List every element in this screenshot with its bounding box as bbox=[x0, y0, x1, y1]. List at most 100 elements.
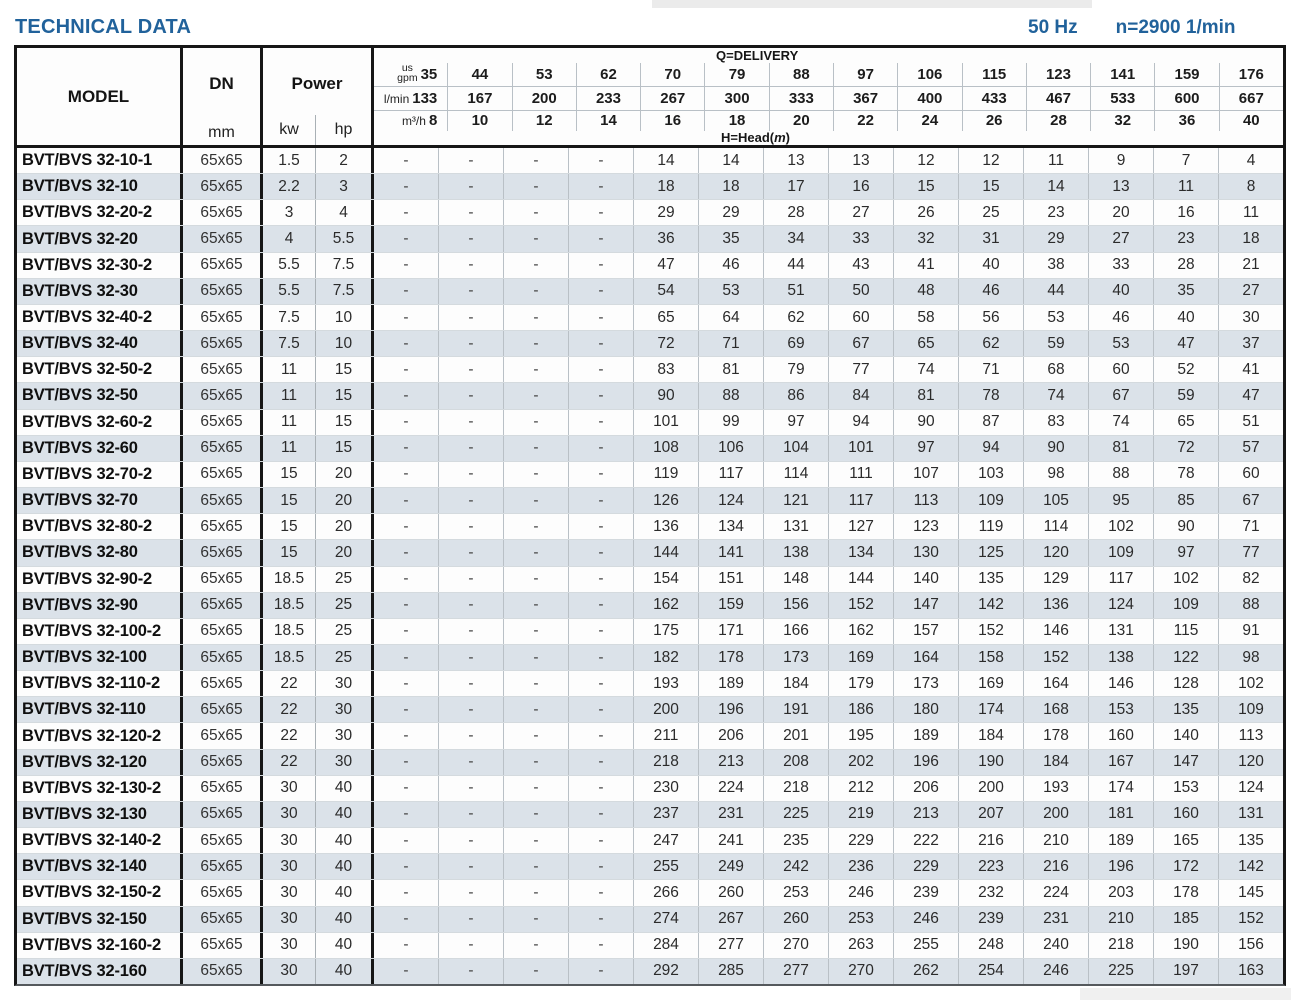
head-value-cell: 151 bbox=[699, 566, 764, 592]
dn-cell: 65x65 bbox=[183, 932, 263, 958]
head-value-cell: 193 bbox=[1024, 775, 1089, 801]
delivery-value: 24 bbox=[921, 112, 939, 130]
head-value-cell: 98 bbox=[1242, 648, 1260, 666]
kw-cell: 7.5 bbox=[263, 331, 316, 357]
head-value-cell: - bbox=[504, 383, 569, 409]
head-value-cell: 174 bbox=[1089, 775, 1154, 801]
delivery-header-cell: 32 bbox=[1091, 111, 1156, 131]
head-value-cell: 138 bbox=[764, 540, 829, 566]
head-value-cell: 134 bbox=[829, 540, 894, 566]
head-value-cell: 109 bbox=[1089, 540, 1154, 566]
head-value-cell: 114 bbox=[1024, 514, 1089, 540]
model-cell: BVT/BVS 32-80 bbox=[17, 540, 183, 566]
head-value-cell: 32 bbox=[894, 226, 959, 252]
head-value-cell: 114 bbox=[764, 461, 829, 488]
head-value-cell: - bbox=[569, 435, 634, 461]
model-cell: BVT/BVS 32-120 bbox=[17, 749, 183, 775]
head-value-cell: 196 bbox=[699, 697, 764, 723]
kw-cell: 30 bbox=[263, 854, 316, 880]
head-value-cell: 117 bbox=[1089, 566, 1154, 592]
head-value-cell: - bbox=[569, 304, 634, 331]
head-value-cell: 219 bbox=[829, 801, 894, 828]
head-value-cell: 153 bbox=[1089, 697, 1154, 723]
head-value-cell: - bbox=[374, 174, 439, 200]
delivery-header-cell: 159 bbox=[1155, 63, 1220, 87]
delivery-value: 79 bbox=[728, 66, 746, 84]
head-value-cell: 154 bbox=[634, 566, 699, 592]
head-value-cell: 12 bbox=[959, 148, 1024, 174]
head-value-cell: 97 bbox=[764, 409, 829, 435]
model-cell: BVT/BVS 32-100-2 bbox=[17, 618, 183, 644]
table-row: BVT/BVS 32-60-2 65x65 11 15- - - -101 99 97 94 90 8… bbox=[17, 408, 1283, 435]
head-value-cell: 144 bbox=[634, 540, 699, 566]
head-value-cell: 135 bbox=[1154, 697, 1219, 723]
head-value-cell: 35 bbox=[699, 226, 764, 252]
head-value-cell: 263 bbox=[829, 932, 894, 958]
table-row: BVT/BVS 32-160-2 65x65 30 40- - - -284 277 270 26… bbox=[17, 931, 1283, 958]
header-delivery: Q=DELIVERY us gpm 35 44 53 62 70 79 88 97 106 115 12… bbox=[374, 48, 1283, 145]
hp-cell: 25 bbox=[316, 592, 374, 618]
head-value-cell: 68 bbox=[1024, 357, 1089, 383]
dn-cell: 65x65 bbox=[183, 906, 263, 932]
head-value-cell: 13 bbox=[829, 148, 894, 174]
table-row: BVT/BVS 32-150-2 65x65 30 40- - - -266 260 253 24… bbox=[17, 879, 1283, 906]
head-value-cell: 138 bbox=[1089, 644, 1154, 671]
head-value-cell: 81 bbox=[1089, 435, 1154, 461]
head-value-cell: 46 bbox=[959, 278, 1024, 304]
model-cell: BVT/BVS 32-140-2 bbox=[17, 828, 183, 854]
model-cell: BVT/BVS 32-160 bbox=[17, 958, 183, 984]
head-value-cell: 117 bbox=[699, 461, 764, 488]
head-value-cell: 135 bbox=[1238, 831, 1264, 849]
table-row: BVT/BVS 32-50-2 65x65 11 15- - - -83 81 79 77 74 71… bbox=[17, 356, 1283, 383]
delivery-header-cell: 28 bbox=[1027, 111, 1092, 131]
head-value-cell: - bbox=[374, 461, 439, 488]
head-value-cell: 122 bbox=[1154, 644, 1219, 671]
head-value-cell: 292 bbox=[634, 958, 699, 984]
head-value-cell: - bbox=[374, 148, 439, 174]
delivery-value: 333 bbox=[788, 90, 814, 108]
head-value-cell: - bbox=[439, 488, 504, 514]
hp-cell: 3 bbox=[316, 174, 374, 200]
delivery-header-cell: 36 bbox=[1155, 111, 1220, 131]
head-value-cell: - bbox=[569, 148, 634, 174]
head-value-cell: 185 bbox=[1154, 906, 1219, 932]
delivery-header-cell: 367 bbox=[834, 87, 899, 111]
hp-cell: 15 bbox=[316, 409, 374, 435]
head-value-cell: 237 bbox=[634, 801, 699, 828]
head-value-cell: 136 bbox=[634, 514, 699, 540]
head-value-cell: 95 bbox=[1089, 488, 1154, 514]
head-value-cell: - bbox=[439, 880, 504, 906]
head-value-cell: 175 bbox=[634, 618, 699, 644]
head-value-cell: 14 bbox=[699, 148, 764, 174]
delivery-header-cell: 14 bbox=[577, 111, 642, 131]
delivery-value: 10 bbox=[471, 112, 489, 130]
head-value-cell: 157 bbox=[894, 618, 959, 644]
delivery-value: 141 bbox=[1110, 66, 1136, 84]
head-value-cell: - bbox=[569, 357, 634, 383]
head-value-cell: 97 bbox=[894, 435, 959, 461]
delivery-header-cell: 10 bbox=[448, 111, 513, 131]
head-value-cell: 246 bbox=[1024, 958, 1089, 984]
head-value-cell: - bbox=[504, 854, 569, 880]
head-value-cell: 130 bbox=[894, 540, 959, 566]
delivery-header-cell: 16 bbox=[641, 111, 706, 131]
delivery-header-cell: 333 bbox=[770, 87, 834, 111]
head-value-cell: 113 bbox=[1238, 727, 1264, 745]
head-value-cell: - bbox=[439, 514, 504, 540]
head-value-cell: 84 bbox=[829, 383, 894, 409]
head-value-cell: - bbox=[439, 618, 504, 644]
head-value-cell: 152 bbox=[1238, 910, 1264, 928]
dn-cell: 65x65 bbox=[183, 801, 263, 828]
model-cell: BVT/BVS 32-90 bbox=[17, 592, 183, 618]
head-value-cell: - bbox=[439, 723, 504, 749]
head-value-cell: 18 bbox=[1242, 230, 1260, 248]
kw-cell: 30 bbox=[263, 880, 316, 906]
head-value-cell: 128 bbox=[1154, 671, 1219, 697]
kw-cell: 4 bbox=[263, 226, 316, 252]
head-value-cell: - bbox=[569, 252, 634, 278]
head-value-cell: 210 bbox=[1024, 828, 1089, 854]
hp-cell: 7.5 bbox=[316, 278, 374, 304]
model-cell: BVT/BVS 32-70 bbox=[17, 488, 183, 514]
head-value-cell: 141 bbox=[699, 540, 764, 566]
head-value-cell: - bbox=[439, 252, 504, 278]
